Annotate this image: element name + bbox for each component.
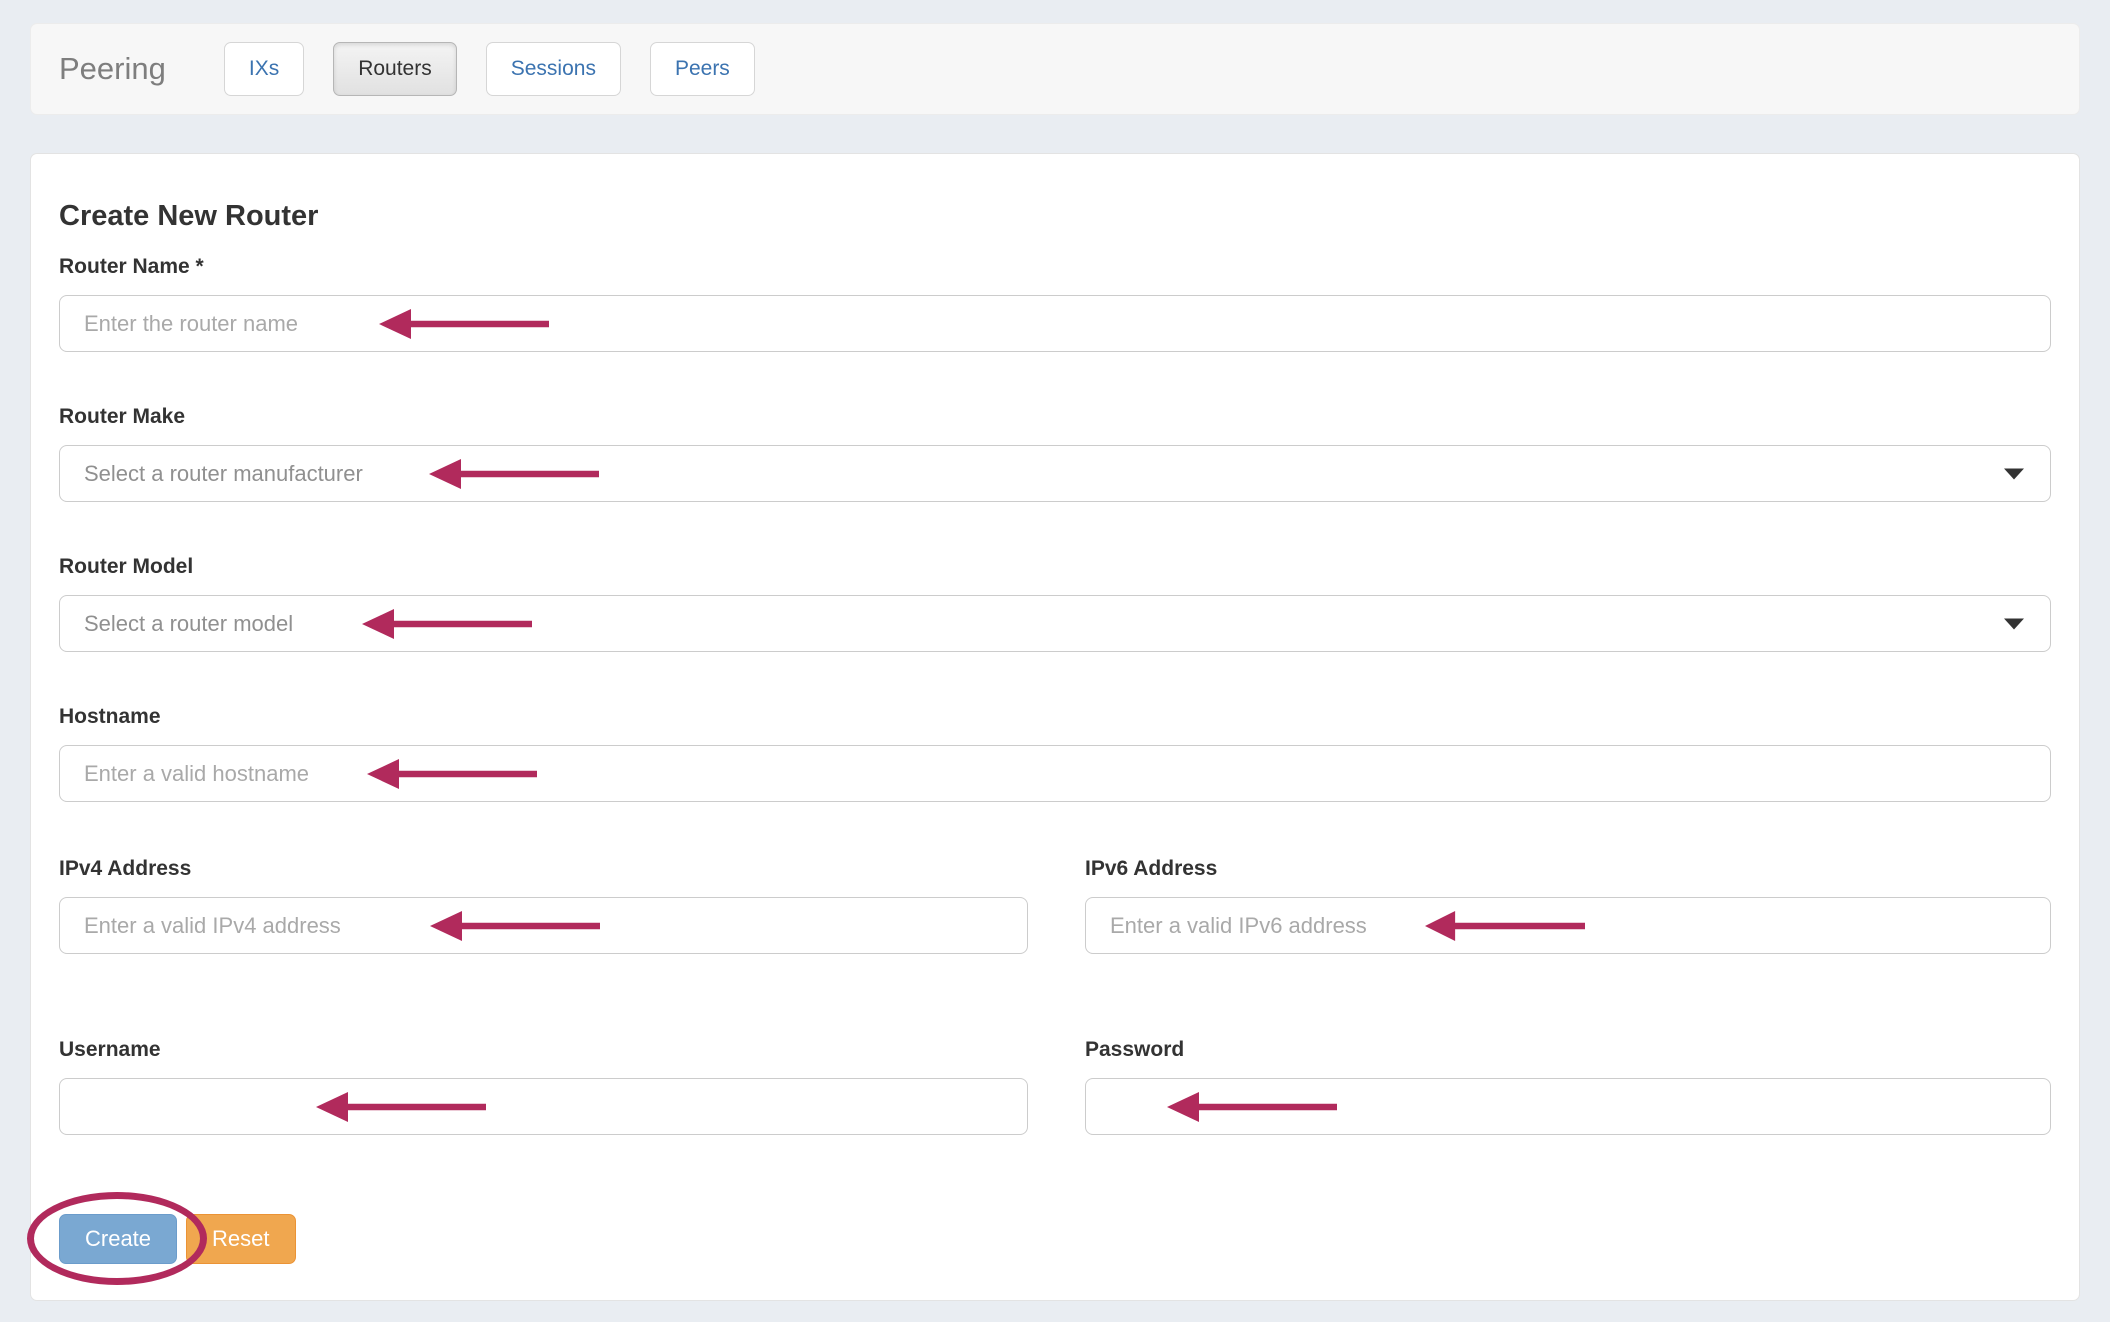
router-make-select-value: Select a router manufacturer [84,460,363,486]
ipv4-label: IPv4 Address [59,857,192,880]
tab-peers[interactable]: Peers [649,42,755,96]
ipv4-group: IPv4 Address [59,857,1028,954]
username-wrap [59,1078,1028,1135]
router-make-label: Router Make [59,405,186,428]
ipv6-group: IPv6 Address [1085,857,2051,954]
ip-address-row: IPv4 Address IPv6 Address [59,857,2051,954]
ipv6-label: IPv6 Address [1085,857,1218,880]
credentials-row: Username Password [59,1038,2051,1135]
ipv4-wrap [59,897,1028,954]
router-make-group: Router Make Select a router manufacturer [59,405,2051,502]
create-router-card: Create New Router Router Name * Router M… [27,153,2080,1301]
ipv6-wrap [1085,897,2051,954]
chevron-down-icon [2004,468,2024,479]
hostname-group: Hostname [59,705,2051,802]
header-bar: Peering IXs Routers Sessions Peers [30,23,2080,115]
router-model-wrap: Select a router model [59,595,2051,652]
router-model-label: Router Model [59,555,194,578]
router-name-input[interactable] [59,295,2051,352]
hostname-wrap [59,745,2051,802]
password-wrap [1085,1078,2051,1135]
password-input[interactable] [1085,1078,2051,1135]
hostname-input[interactable] [59,745,2051,802]
chevron-down-icon [2004,618,2024,629]
create-button[interactable]: Create [59,1214,178,1264]
password-group: Password [1085,1038,2051,1135]
username-group: Username [59,1038,1028,1135]
router-make-select[interactable]: Select a router manufacturer [59,445,2051,502]
router-make-wrap: Select a router manufacturer [59,445,2051,502]
router-model-group: Router Model Select a router model [59,555,2051,652]
ipv6-input[interactable] [1085,897,2051,954]
ipv4-input[interactable] [59,897,1028,954]
tab-routers[interactable]: Routers [333,42,457,96]
password-label: Password [1085,1038,1185,1061]
router-model-select-value: Select a router model [84,610,294,636]
tab-group: IXs Routers Sessions Peers [223,42,755,96]
username-input[interactable] [59,1078,1028,1135]
form-actions: Create Reset [27,1192,2051,1285]
tab-ixs[interactable]: IXs [223,42,305,96]
form-title: Create New Router [59,200,319,232]
router-name-label: Router Name * [59,255,204,278]
username-label: Username [59,1038,161,1061]
tab-sessions[interactable]: Sessions [485,42,621,96]
router-name-wrap [59,295,2051,352]
router-model-select[interactable]: Select a router model [59,595,2051,652]
page-title: Peering [59,51,166,86]
hostname-label: Hostname [59,705,161,728]
router-name-group: Router Name * [59,255,2051,352]
reset-button[interactable]: Reset [186,1214,296,1264]
